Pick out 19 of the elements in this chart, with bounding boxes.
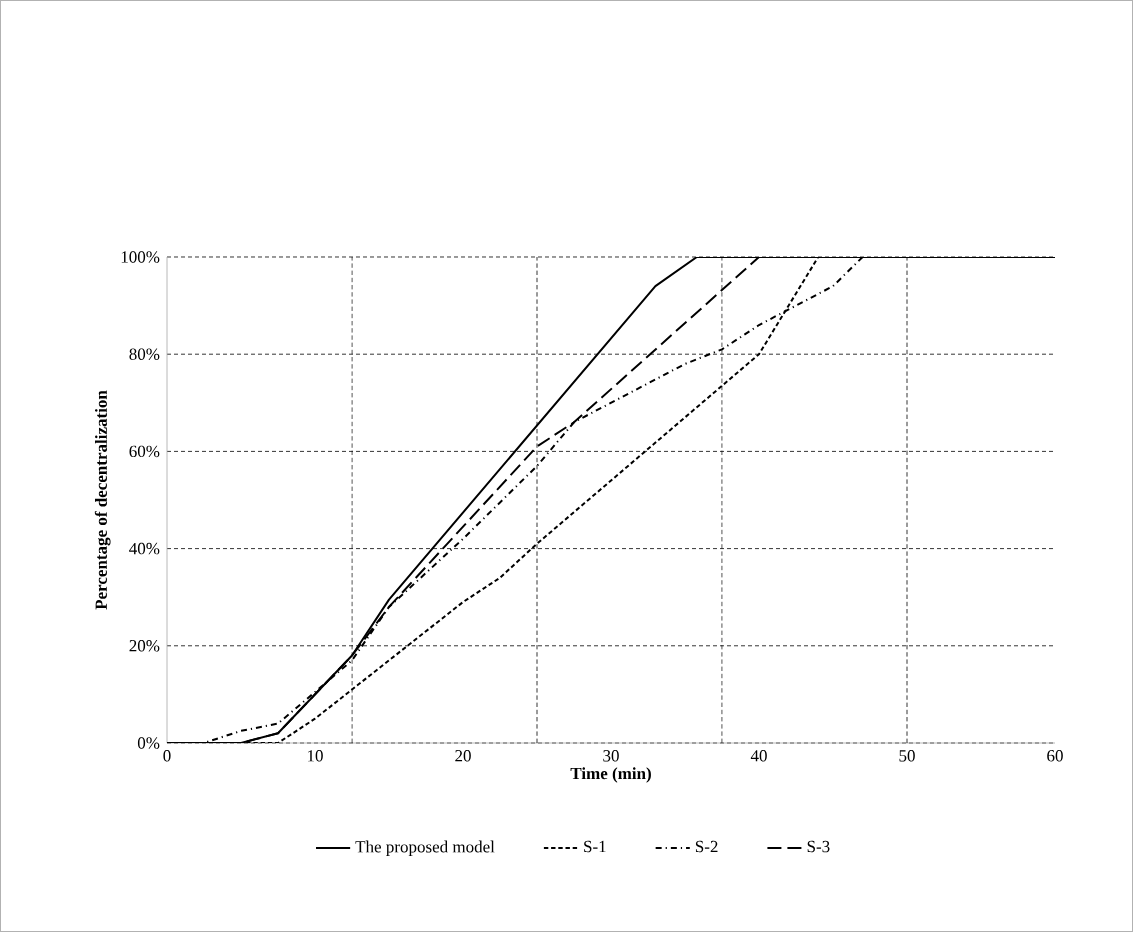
- y-tick-label: 100%: [121, 251, 160, 263]
- x-tick-label: 60: [1047, 750, 1063, 762]
- x-axis-title: Time (min): [570, 767, 651, 783]
- legend-label: The proposed model: [355, 840, 495, 856]
- x-tick-label: 50: [899, 750, 915, 762]
- y-tick-label: 0%: [137, 737, 160, 749]
- x-tick-label: 10: [308, 750, 323, 762]
- legend-label: S-1: [584, 840, 606, 853]
- y-tick-label: 40%: [129, 542, 160, 555]
- x-tick-label: 30: [603, 750, 619, 762]
- x-tick-label: 0: [163, 750, 171, 762]
- legend-label: S-3: [807, 840, 830, 853]
- y-tick-label: 20%: [129, 640, 160, 652]
- x-tick-label: 20: [455, 750, 471, 762]
- y-axis-title: Percentage of decentralization: [94, 390, 111, 610]
- legend-label: S-2: [695, 840, 718, 853]
- y-tick-label: 80%: [129, 348, 160, 360]
- y-tick-label: 60%: [129, 445, 160, 458]
- x-tick-label: 40: [750, 750, 767, 762]
